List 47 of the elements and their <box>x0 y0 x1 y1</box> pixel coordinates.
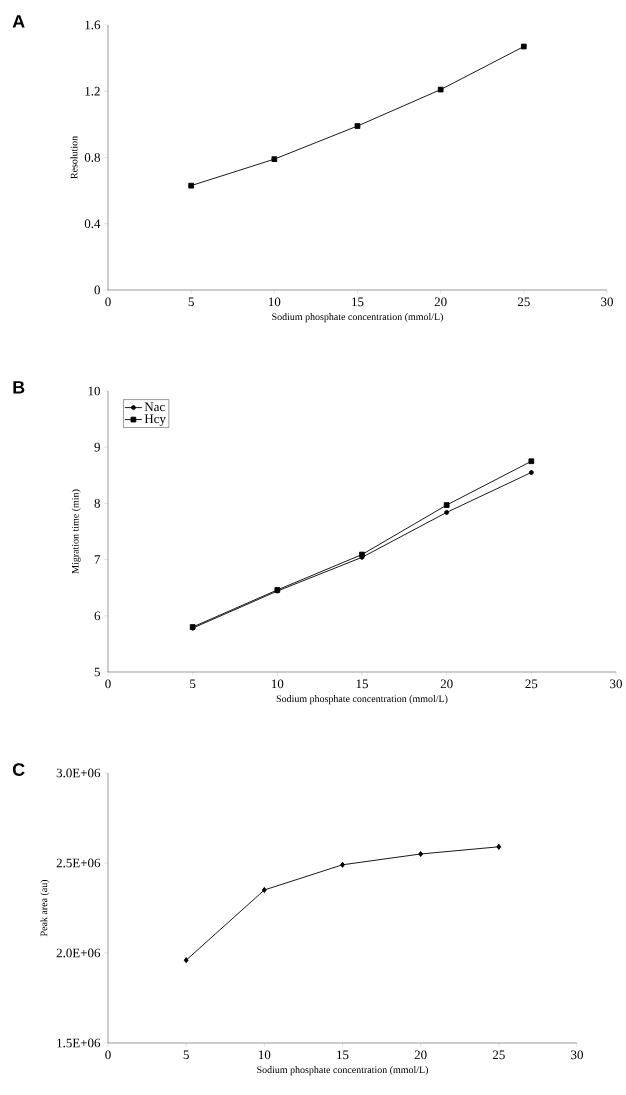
x-tick-label: 0 <box>105 297 111 307</box>
x-axis-title: Sodium phosphate concentration (mmol/L) <box>276 695 448 705</box>
x-axis-title: Sodium phosphate concentration (mmol/L) <box>272 313 444 323</box>
y-tick-label: 6 <box>94 611 101 621</box>
x-tick-label: 15 <box>356 679 369 689</box>
x-tick-label: 25 <box>518 297 530 307</box>
y-tick-label: 1.2 <box>85 86 100 96</box>
x-tick-label: 15 <box>352 297 364 307</box>
y-axis-title: Peak area (au) <box>40 879 50 937</box>
x-tick-label: 20 <box>414 1050 427 1060</box>
x-tick-label: 20 <box>440 679 453 689</box>
x-tick-label: 10 <box>259 1050 271 1060</box>
x-tick-label: 0 <box>105 679 111 689</box>
y-tick-label: 3.0E+06 <box>56 768 101 778</box>
y-tick-label: 5 <box>94 667 101 677</box>
text: C <box>13 763 25 776</box>
x-tick-label: 0 <box>105 1050 111 1060</box>
y-tick-label: 2.0E+06 <box>56 948 101 958</box>
y-tick-label: 8 <box>94 499 101 508</box>
y-tick-label: 0.4 <box>84 219 101 229</box>
x-tick-label: 25 <box>525 679 538 689</box>
legend-label: Hcy <box>144 414 166 426</box>
x-tick-label: 30 <box>571 1050 584 1060</box>
x-tick-label: 10 <box>269 297 281 307</box>
y-tick-label: 7 <box>94 555 101 564</box>
y-tick-label: 10 <box>88 386 101 396</box>
x-tick-label: 20 <box>434 297 447 307</box>
x-tick-label: 10 <box>272 679 284 689</box>
y-axis-title: Resolution <box>70 136 78 179</box>
y-tick-label: 0.8 <box>84 153 101 162</box>
x-tick-label: 30 <box>610 679 623 689</box>
x-tick-label: 5 <box>183 1050 189 1060</box>
x-tick-label: 5 <box>188 297 195 307</box>
text: A <box>12 15 25 28</box>
y-tick-label: 0 <box>94 285 101 295</box>
x-tick-label: 15 <box>337 1050 349 1060</box>
y-tick-label: 2.5E+06 <box>56 858 101 868</box>
y-tick-label: 1.6 <box>85 20 101 30</box>
x-tick-label: 25 <box>493 1050 505 1060</box>
legend-label: Nac <box>144 402 165 412</box>
x-axis-title: Sodium phosphate concentration (mmol/L) <box>257 1066 429 1076</box>
y-axis-title: Migration time (min) <box>71 489 81 574</box>
y-tick-label: 1.5E+06 <box>57 1038 101 1048</box>
x-tick-label: 30 <box>601 297 614 307</box>
text: B <box>13 381 25 394</box>
y-tick-label: 9 <box>94 442 101 452</box>
x-tick-label: 5 <box>190 679 196 689</box>
